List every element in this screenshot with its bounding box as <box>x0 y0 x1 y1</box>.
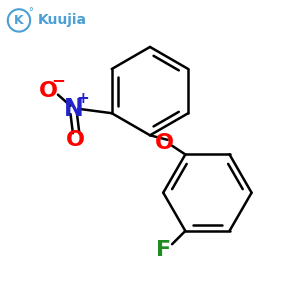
Text: +: + <box>76 91 89 106</box>
Text: O: O <box>155 133 174 152</box>
Text: O: O <box>39 80 58 100</box>
Text: °: ° <box>28 7 32 16</box>
Text: N: N <box>64 97 83 121</box>
Text: −: − <box>51 71 65 89</box>
Text: F: F <box>156 240 171 260</box>
Text: Kuujia: Kuujia <box>38 14 87 27</box>
Text: K: K <box>14 14 24 27</box>
Text: O: O <box>65 130 84 150</box>
